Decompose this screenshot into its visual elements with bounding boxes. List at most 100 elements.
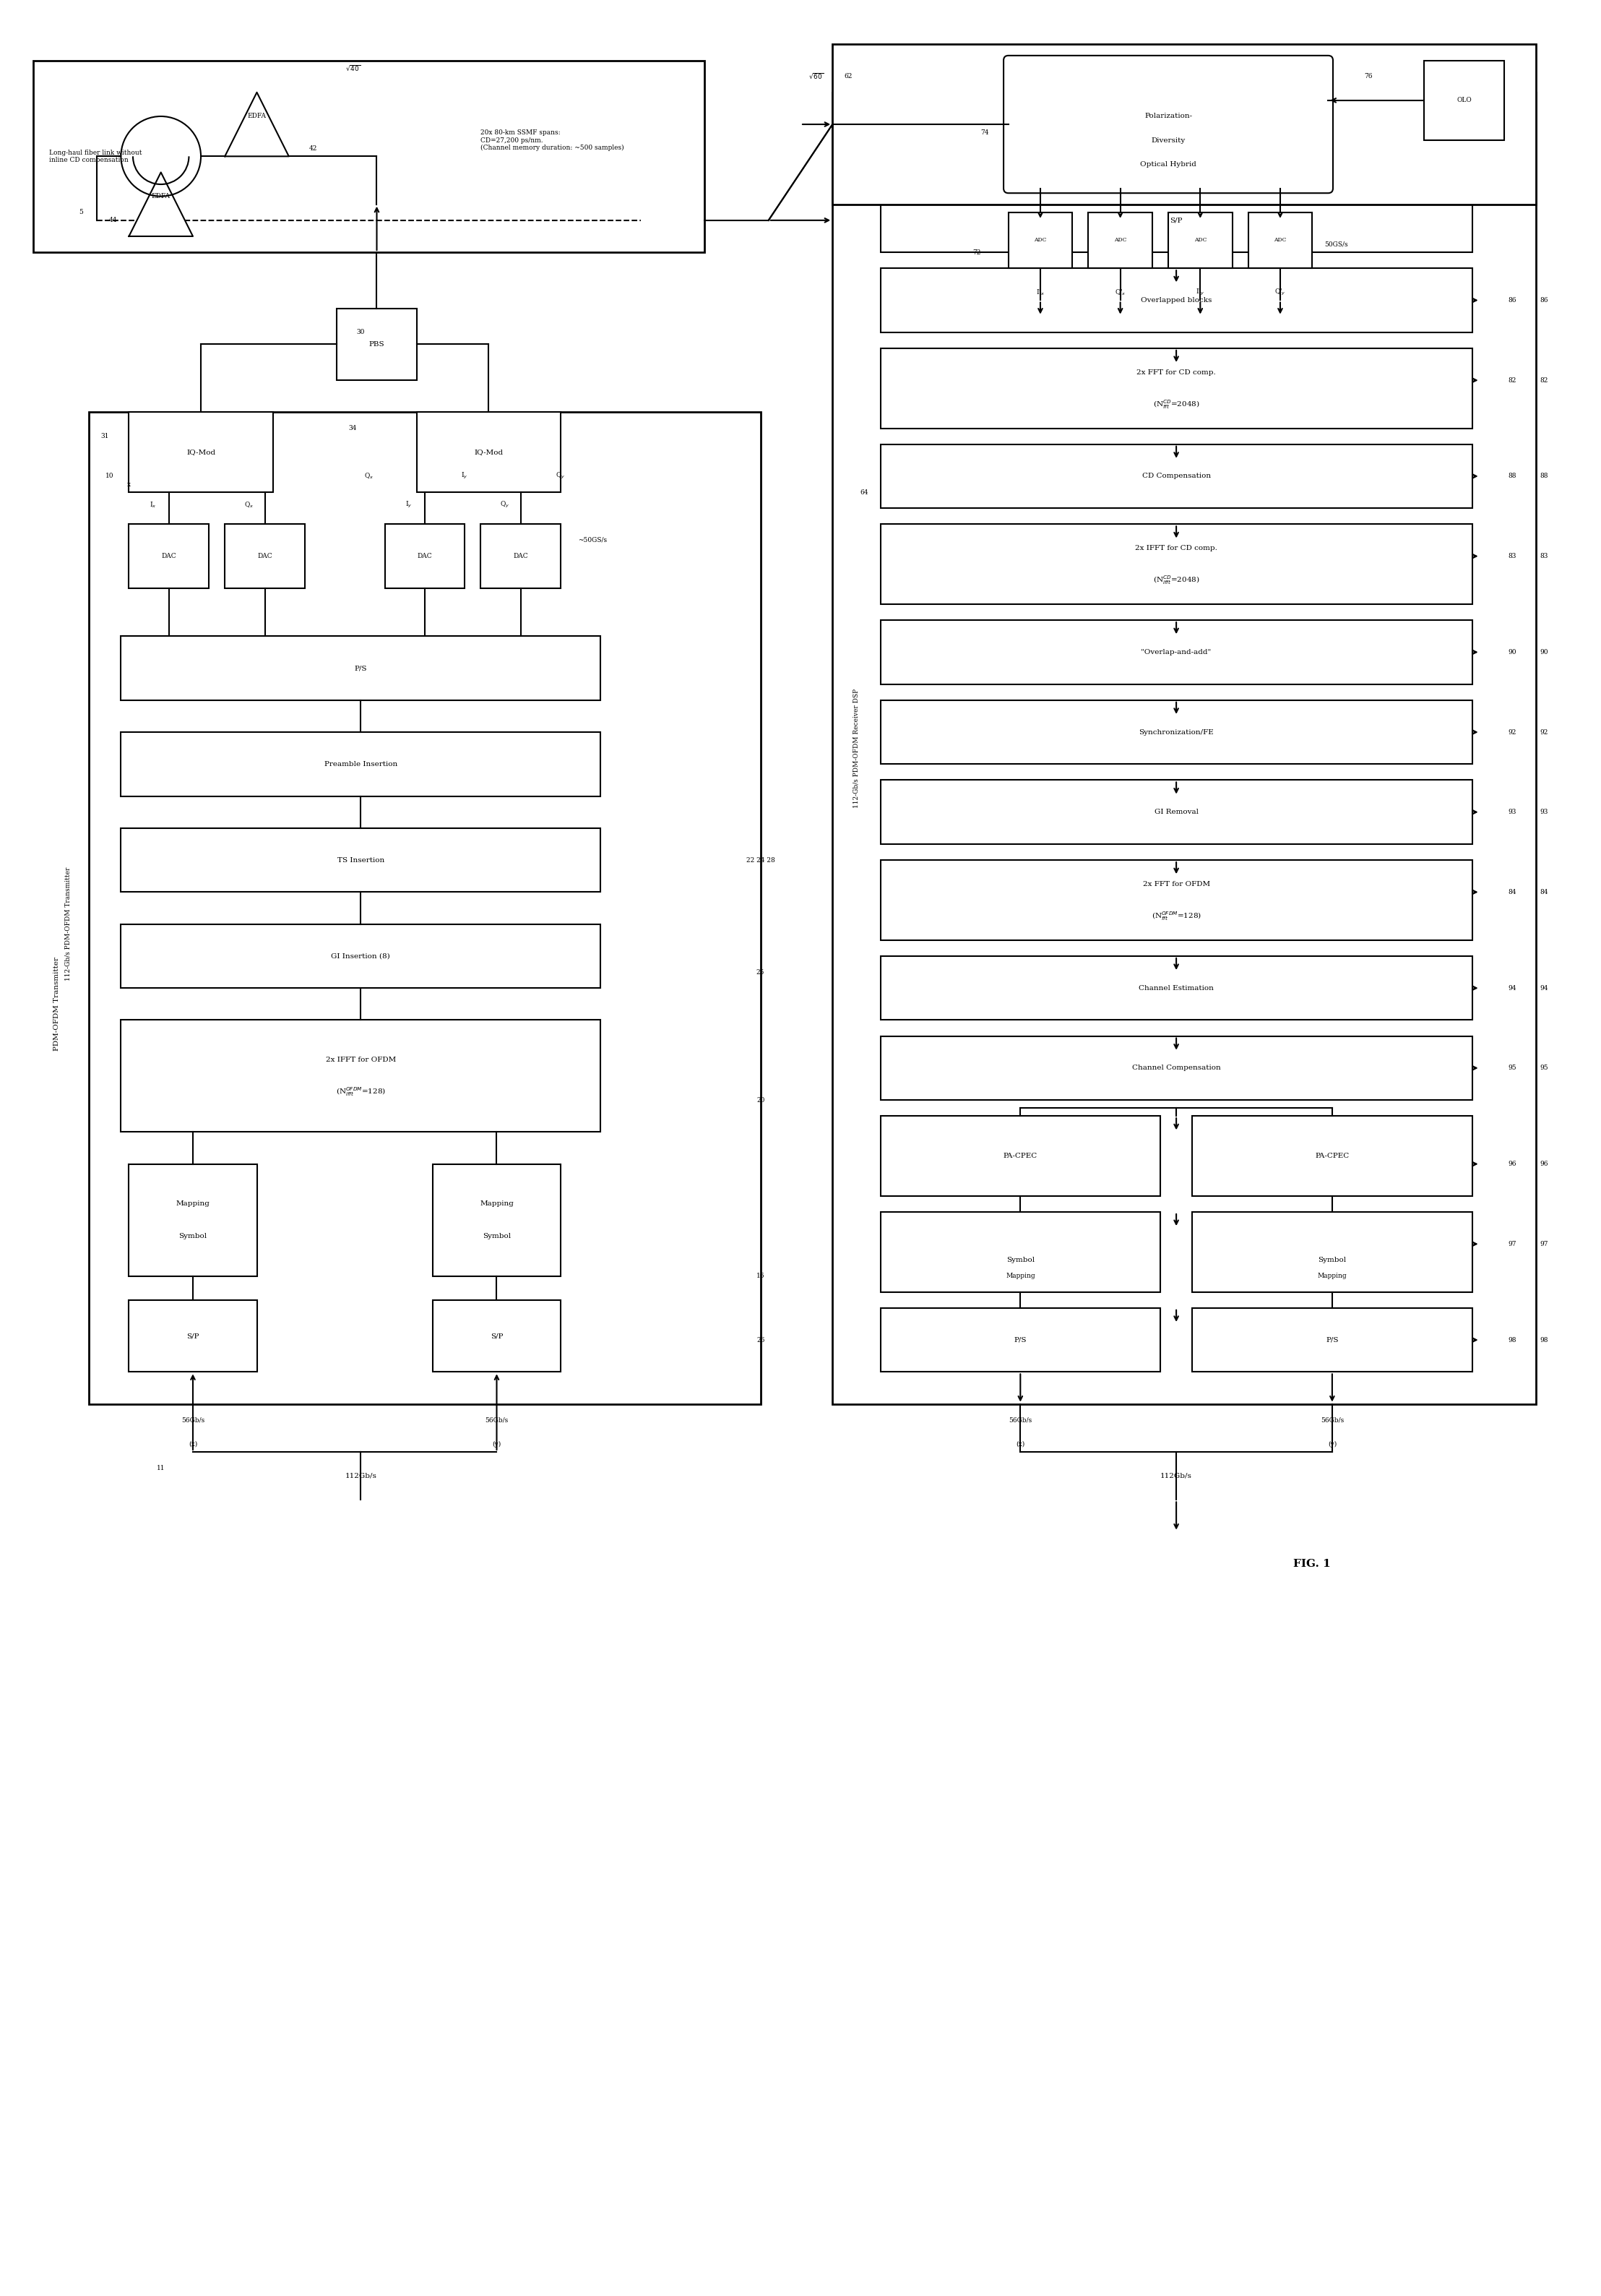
Bar — [122, 923, 600, 987]
Text: Mapping: Mapping — [480, 1201, 514, 1208]
Bar — [881, 781, 1471, 845]
Bar — [881, 349, 1471, 429]
Text: (N$_{ifft}^{OFDM}$=128): (N$_{ifft}^{OFDM}$=128) — [336, 1086, 386, 1097]
Text: 11: 11 — [157, 1465, 165, 1472]
Text: Symbol: Symbol — [482, 1233, 511, 1240]
Bar — [1249, 211, 1313, 269]
Text: Diversity: Diversity — [1151, 138, 1185, 145]
Text: Preamble Insertion: Preamble Insertion — [323, 760, 397, 767]
Text: 90: 90 — [1508, 650, 1516, 654]
Text: Mapping: Mapping — [176, 1201, 210, 1208]
Bar — [122, 732, 600, 797]
Bar — [1089, 211, 1153, 269]
Text: ADC: ADC — [1034, 236, 1047, 243]
Bar — [90, 413, 760, 1403]
Text: (y): (y) — [1327, 1440, 1337, 1446]
Text: P/S: P/S — [354, 666, 367, 670]
Bar — [881, 861, 1471, 939]
Text: 82: 82 — [1540, 377, 1548, 383]
Text: 92: 92 — [1540, 728, 1548, 735]
Bar — [130, 523, 208, 588]
Bar — [1425, 60, 1503, 140]
Text: 98: 98 — [1540, 1336, 1548, 1343]
Bar — [881, 700, 1471, 765]
Text: 96: 96 — [1508, 1162, 1516, 1166]
Text: 84: 84 — [1508, 889, 1516, 895]
Text: OLO: OLO — [1457, 96, 1471, 103]
Bar — [416, 413, 560, 491]
Bar — [130, 413, 272, 491]
Text: DAC: DAC — [258, 553, 272, 560]
Bar — [881, 620, 1471, 684]
Text: 93: 93 — [1540, 808, 1548, 815]
Text: GI Removal: GI Removal — [1154, 808, 1198, 815]
Bar — [881, 1212, 1161, 1293]
Text: 10: 10 — [106, 473, 114, 480]
Text: DAC: DAC — [418, 553, 432, 560]
Text: TS Insertion: TS Insertion — [338, 856, 384, 863]
Text: Q'$_y$: Q'$_y$ — [1274, 287, 1286, 296]
Text: 30: 30 — [357, 328, 365, 335]
Text: Channel Compensation: Channel Compensation — [1132, 1065, 1220, 1072]
Text: 2x FFT for CD comp.: 2x FFT for CD comp. — [1137, 370, 1215, 377]
Text: 5: 5 — [78, 209, 83, 216]
Text: ADC: ADC — [1194, 236, 1207, 243]
Text: 98: 98 — [1508, 1336, 1516, 1343]
Text: (x): (x) — [189, 1440, 197, 1446]
Text: (y): (y) — [492, 1440, 501, 1446]
Text: IQ-Mod: IQ-Mod — [474, 450, 503, 455]
Text: Optical Hybrid: Optical Hybrid — [1140, 161, 1196, 168]
Text: S/P: S/P — [1170, 218, 1183, 223]
Text: DAC: DAC — [514, 553, 528, 560]
Text: Mapping: Mapping — [1318, 1272, 1346, 1279]
Text: 83: 83 — [1540, 553, 1548, 560]
Text: DAC: DAC — [162, 553, 176, 560]
Bar — [881, 1116, 1161, 1196]
Text: PBS: PBS — [368, 342, 384, 347]
Text: 112-Gb/s PDM-OFDM Transmitter: 112-Gb/s PDM-OFDM Transmitter — [66, 868, 72, 980]
Text: $\sqrt{40}$: $\sqrt{40}$ — [346, 64, 360, 73]
Text: (N$_{ifft}^{CD}$=2048): (N$_{ifft}^{CD}$=2048) — [1153, 574, 1199, 585]
Text: ADC: ADC — [1114, 236, 1127, 243]
Bar — [122, 636, 600, 700]
Bar — [122, 1019, 600, 1132]
Text: 88: 88 — [1508, 473, 1516, 480]
Text: 42: 42 — [309, 145, 317, 152]
Bar — [833, 92, 1535, 1403]
Text: 95: 95 — [1508, 1065, 1516, 1072]
Text: 2x IFFT for CD comp.: 2x IFFT for CD comp. — [1135, 544, 1217, 551]
Text: 90: 90 — [1540, 650, 1548, 654]
Text: Symbol: Symbol — [179, 1233, 207, 1240]
Text: Q$_x$: Q$_x$ — [243, 501, 253, 510]
Bar — [1009, 211, 1073, 269]
Text: "Overlap-and-add": "Overlap-and-add" — [1142, 650, 1212, 654]
Text: 112Gb/s: 112Gb/s — [344, 1472, 376, 1479]
Text: FIG. 1: FIG. 1 — [1294, 1559, 1330, 1568]
Text: (N$_{fft}^{CD}$=2048): (N$_{fft}^{CD}$=2048) — [1153, 397, 1199, 411]
Text: Mapping: Mapping — [1005, 1272, 1034, 1279]
Bar — [122, 829, 600, 893]
Text: (N$_{fft}^{OFDM}$=128): (N$_{fft}^{OFDM}$=128) — [1151, 909, 1201, 923]
Text: Symbol: Symbol — [1005, 1256, 1034, 1263]
Text: 56Gb/s: 56Gb/s — [181, 1417, 205, 1424]
Text: Synchronization/FE: Synchronization/FE — [1138, 728, 1214, 735]
Bar — [224, 523, 304, 588]
Bar — [881, 443, 1471, 507]
Bar — [130, 1300, 256, 1373]
Text: 96: 96 — [1540, 1162, 1548, 1166]
Polygon shape — [130, 172, 192, 236]
Text: ~50GS/s: ~50GS/s — [578, 537, 607, 544]
Text: 56Gb/s: 56Gb/s — [1321, 1417, 1343, 1424]
Text: I$_y$: I$_y$ — [461, 471, 467, 480]
Text: 2x FFT for OFDM: 2x FFT for OFDM — [1143, 882, 1210, 886]
Text: 2x IFFT for OFDM: 2x IFFT for OFDM — [325, 1056, 395, 1063]
Text: 86: 86 — [1508, 296, 1516, 303]
Text: 44: 44 — [109, 218, 117, 223]
Text: EDFA: EDFA — [248, 113, 266, 119]
FancyBboxPatch shape — [1004, 55, 1334, 193]
Text: Q$_y$: Q$_y$ — [500, 501, 509, 510]
Text: Q'$_x$: Q'$_x$ — [1114, 287, 1126, 296]
Bar — [1193, 1212, 1471, 1293]
Polygon shape — [224, 92, 288, 156]
Text: 20x 80-km SSMF spans:
CD=27,200 ps/nm.
(Channel memory duration: ~500 samples): 20x 80-km SSMF spans: CD=27,200 ps/nm. (… — [480, 129, 624, 152]
